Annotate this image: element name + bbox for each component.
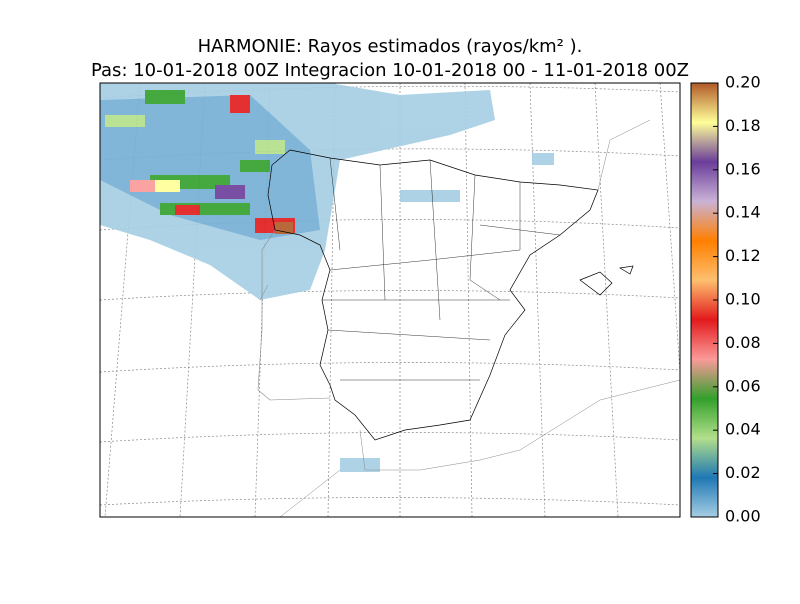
- tick-label: 0.08: [725, 333, 761, 352]
- tick-label: 0.14: [725, 203, 761, 222]
- tick-label: 0.10: [725, 290, 761, 309]
- tick-label: 0.00: [725, 507, 761, 526]
- coastlines: [257, 119, 680, 517]
- tick-label: 0.06: [725, 376, 761, 395]
- map: [99, 82, 681, 518]
- map-frame: [99, 82, 681, 518]
- tick-label: 0.16: [725, 159, 761, 178]
- lightning-field: [100, 83, 554, 472]
- tick-label: 0.18: [725, 116, 761, 135]
- tick-label: 0.04: [725, 420, 761, 439]
- title-line-2: Pas: 10-01-2018 00Z Integracion 10-01-20…: [91, 60, 689, 81]
- title-line-1: HARMONIE: Rayos estimados (rayos/km² ).: [198, 36, 583, 57]
- colorbar: 0.00 0.02 0.04 0.06 0.08 0.10 0.12 0.14 0.16 0.18…: [690, 73, 761, 526]
- tick-label: 0.12: [725, 246, 761, 265]
- tick-label: 0.20: [725, 73, 761, 92]
- tick-label: 0.02: [725, 463, 761, 482]
